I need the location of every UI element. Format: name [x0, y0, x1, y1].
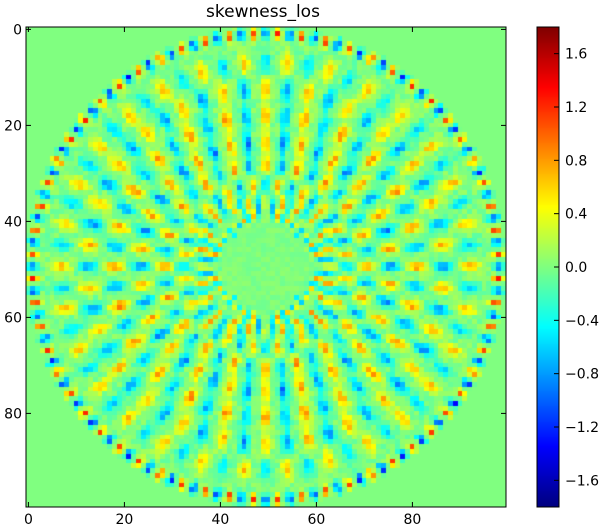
x-axis: 0 20 40 60 80 — [24, 27, 421, 524]
heatmap-plot: 0 20 40 60 80 0 20 40 60 80 — [4, 22, 507, 524]
x-tick-label: 80 — [403, 512, 421, 524]
colorbar-tick-label: 1.6 — [565, 47, 587, 63]
colorbar-tick-label: 0.8 — [565, 153, 587, 169]
colorbar-tick-label: 1.2 — [565, 100, 587, 116]
y-tick-label: 80 — [4, 406, 22, 422]
y-axis: 0 20 40 60 80 — [4, 22, 506, 422]
heatmap-canvas — [26, 27, 506, 507]
colorbar-axis: 1.6 1.2 0.8 0.4 0.0 −0.4 −0.8 −1.2 −1.6 — [554, 47, 599, 489]
colorbar-canvas — [537, 27, 559, 507]
chart-title: skewness_los — [206, 2, 320, 22]
y-tick-label: 60 — [4, 310, 22, 326]
y-tick-label: 0 — [13, 22, 22, 38]
y-tick-label: 40 — [4, 214, 22, 230]
colorbar: 1.6 1.2 0.8 0.4 0.0 −0.4 −0.8 −1.2 −1.6 — [536, 26, 599, 508]
y-tick-label: 20 — [4, 118, 22, 134]
colorbar-tick-label: 0.4 — [565, 207, 587, 223]
colorbar-tick-label: −0.4 — [565, 313, 599, 329]
x-tick-label: 60 — [307, 512, 325, 524]
colorbar-tick-label: 0.0 — [565, 260, 587, 276]
x-tick-label: 40 — [211, 512, 229, 524]
colorbar-tick-label: −1.6 — [565, 473, 599, 489]
x-tick-label: 0 — [24, 512, 33, 524]
x-tick-label: 20 — [115, 512, 133, 524]
colorbar-tick-label: −0.8 — [565, 367, 599, 383]
colorbar-tick-label: −1.2 — [565, 420, 599, 436]
plot-frame — [25, 26, 507, 508]
